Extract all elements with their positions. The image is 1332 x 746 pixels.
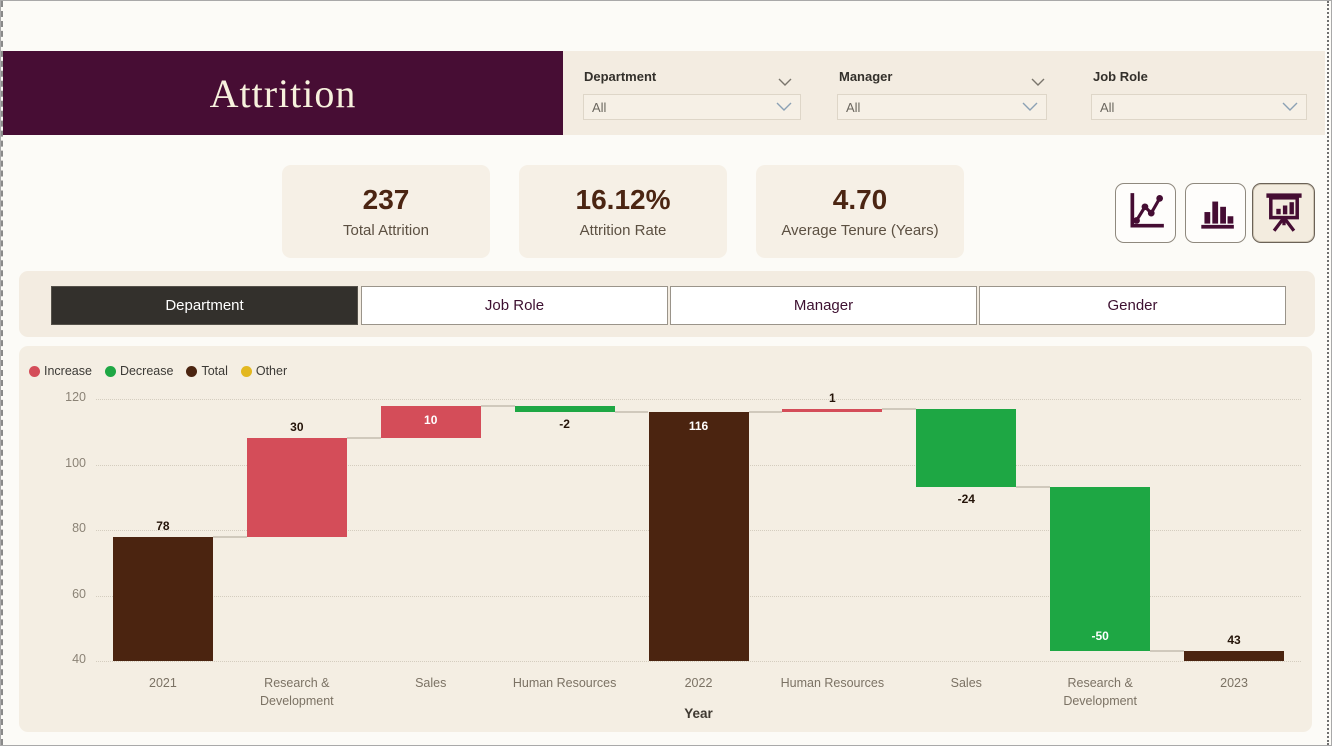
y-tick-label: 120 — [65, 390, 86, 404]
tab-gender[interactable]: Gender — [979, 286, 1286, 325]
presentation-chart-icon — [1262, 189, 1306, 238]
legend-item-other[interactable]: Other — [240, 364, 287, 378]
x-tick-label: Sales — [950, 676, 982, 690]
kpi-label: Average Tenure (Years) — [781, 222, 939, 239]
kpi-card-average-tenure: 4.70 Average Tenure (Years) — [756, 165, 964, 258]
chevron-down-icon — [776, 98, 792, 116]
slicer-panel: Department All Manager All Job Role All — [563, 51, 1325, 135]
slicer-jobrole-label: Job Role — [1093, 69, 1148, 84]
y-tick-label: 80 — [72, 521, 86, 535]
kpi-label: Attrition Rate — [579, 222, 667, 239]
gridline — [96, 661, 1301, 662]
waterfall-bar-2023[interactable] — [1184, 651, 1285, 661]
waterfall-bar-sales[interactable] — [916, 408, 1017, 488]
chevron-down-icon[interactable] — [1031, 73, 1045, 91]
legend-item-total[interactable]: Total — [186, 364, 228, 378]
kpi-value: 16.12% — [575, 184, 671, 215]
x-tick-label: 2023 — [1220, 676, 1248, 690]
waterfall-bar-research-development[interactable] — [246, 438, 347, 537]
legend-dot-increase — [29, 365, 40, 377]
waterfall-connector — [882, 407, 917, 410]
bar-value-label: 30 — [290, 420, 304, 435]
x-tick-label: Human Resources — [512, 676, 617, 690]
waterfall-chart: Increase Decrease Total Other 40 60 80 100 1… — [19, 346, 1312, 732]
kpi-label: Total Attrition — [343, 222, 429, 239]
chevron-down-icon — [1282, 98, 1298, 116]
waterfall-bar-2021[interactable] — [112, 536, 213, 661]
line-chart-view-button[interactable] — [1115, 183, 1176, 243]
slicer-jobrole-value: All — [1100, 99, 1115, 115]
tab-manager[interactable]: Manager — [670, 286, 977, 325]
report-title-bar: Attrition — [3, 51, 563, 135]
column-chart-icon — [1195, 190, 1237, 237]
slicer-department-dropdown[interactable]: All — [583, 94, 801, 120]
bar-value-label: 1 — [829, 390, 836, 405]
slicer-manager-label: Manager — [839, 69, 893, 84]
x-tick-label: Research & Development — [260, 676, 334, 708]
waterfall-connector — [1016, 486, 1051, 489]
chart-legend: Increase Decrease Total Other — [29, 364, 287, 378]
waterfall-connector — [614, 411, 649, 414]
legend-item-increase[interactable]: Increase — [29, 364, 92, 378]
tab-department[interactable]: Department — [51, 286, 358, 325]
canvas-edge-handle-right — [1327, 1, 1329, 745]
bar-value-label: -50 — [1091, 629, 1109, 644]
slicer-department-value: All — [592, 99, 607, 115]
x-tick-label: 2022 — [684, 676, 713, 690]
waterfall-connector — [346, 437, 381, 440]
presentation-chart-view-button[interactable] — [1252, 183, 1315, 243]
waterfall-bar-human-resources[interactable] — [514, 405, 615, 413]
chevron-down-icon[interactable] — [778, 73, 792, 91]
y-tick-label: 100 — [65, 455, 86, 470]
bar-value-label: 10 — [424, 412, 438, 427]
x-tick-label: Human Resources — [780, 676, 885, 690]
bar-value-label: 116 — [688, 419, 709, 434]
x-tick-label: Sales — [415, 676, 447, 690]
waterfall-bar-2022[interactable] — [648, 412, 749, 661]
waterfall-connector — [212, 535, 247, 538]
kpi-value: 4.70 — [832, 184, 888, 215]
kpi-card-total-attrition: 237 Total Attrition — [282, 165, 490, 258]
bar-value-label: 78 — [156, 518, 170, 533]
x-tick-label: Research & Development — [1063, 676, 1137, 708]
waterfall-bar-human-resources[interactable] — [782, 408, 883, 413]
bar-value-label: -2 — [559, 417, 570, 432]
kpi-card-attrition-rate: 16.12% Attrition Rate — [519, 165, 727, 258]
kpi-value: 237 — [362, 184, 410, 215]
legend-dot-other — [240, 365, 252, 377]
breakdown-tab-bar: Department Job Role Manager Gender — [19, 271, 1315, 337]
canvas-edge-handle-left — [1, 1, 3, 745]
slicer-manager-dropdown[interactable]: All — [837, 94, 1047, 120]
bar-value-label: -24 — [957, 492, 975, 507]
waterfall-bar-research-development[interactable] — [1050, 487, 1151, 652]
page-title: Attrition — [209, 70, 357, 116]
waterfall-connector — [1150, 650, 1185, 653]
y-tick-label: 60 — [72, 586, 86, 601]
chevron-down-icon — [1022, 98, 1038, 116]
slicer-manager-value: All — [846, 99, 861, 115]
slicer-department-label: Department — [584, 69, 657, 84]
bar-value-label: 43 — [1227, 633, 1241, 648]
x-axis-title: Year — [684, 706, 713, 721]
x-tick-label: 2021 — [149, 676, 177, 690]
column-chart-view-button[interactable] — [1185, 183, 1246, 243]
waterfall-connector — [748, 411, 783, 414]
tab-job-role[interactable]: Job Role — [361, 286, 668, 325]
waterfall-bar-sales[interactable] — [380, 405, 481, 439]
y-tick-label: 40 — [72, 652, 86, 666]
legend-item-decrease[interactable]: Decrease — [104, 364, 173, 378]
gridline — [96, 399, 1301, 400]
waterfall-connector — [480, 404, 515, 407]
legend-dot-total — [186, 365, 198, 377]
line-chart-icon — [1125, 190, 1167, 237]
plot-area: 40 60 80 100 120 78 2021 30 Research & Developme… — [19, 346, 1312, 732]
legend-dot-decrease — [104, 365, 116, 377]
slicer-jobrole-dropdown[interactable]: All — [1091, 94, 1307, 120]
